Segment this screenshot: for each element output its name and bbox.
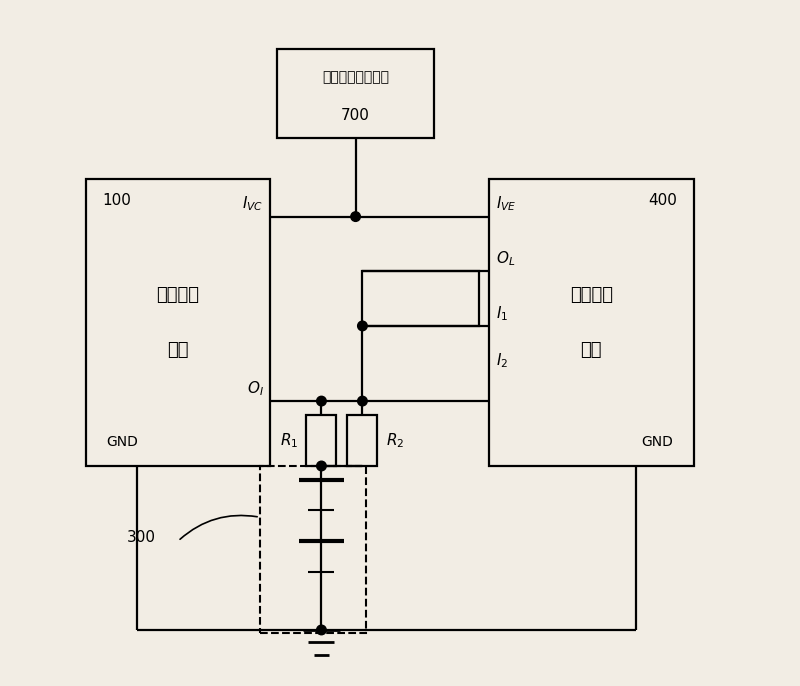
Bar	[362, 271, 478, 326]
Circle shape	[317, 461, 326, 471]
Text: 模块: 模块	[581, 341, 602, 359]
Text: GND: GND	[642, 435, 674, 449]
Text: GND: GND	[106, 435, 138, 449]
FancyArrowPatch shape	[180, 515, 258, 539]
Text: $I_2$: $I_2$	[496, 352, 508, 370]
Text: 400: 400	[648, 193, 677, 208]
Text: $O_I$: $O_I$	[246, 379, 263, 398]
Text: 100: 100	[102, 193, 132, 208]
Bar	[347, 415, 378, 466]
Text: 充电管理: 充电管理	[157, 286, 199, 304]
Text: 700: 700	[341, 108, 370, 123]
Bar	[86, 179, 270, 466]
Text: 充电电源输入端口: 充电电源输入端口	[322, 71, 389, 84]
Circle shape	[358, 397, 367, 406]
Bar	[306, 415, 337, 466]
Bar	[489, 179, 694, 466]
Text: $I_{VE}$: $I_{VE}$	[496, 195, 516, 213]
Text: 比较扩流: 比较扩流	[570, 286, 613, 304]
Text: $I_1$: $I_1$	[496, 304, 508, 322]
Circle shape	[317, 625, 326, 635]
Text: $I_{VC}$: $I_{VC}$	[242, 195, 263, 213]
Bar	[260, 466, 366, 633]
Circle shape	[358, 321, 367, 331]
Circle shape	[317, 397, 326, 406]
Text: 模块: 模块	[167, 341, 189, 359]
Circle shape	[351, 212, 360, 222]
Text: 300: 300	[126, 530, 156, 545]
Text: $R_1$: $R_1$	[280, 431, 298, 450]
Text: $O_L$: $O_L$	[496, 249, 515, 268]
Text: $R_2$: $R_2$	[386, 431, 404, 450]
Bar	[277, 49, 434, 138]
